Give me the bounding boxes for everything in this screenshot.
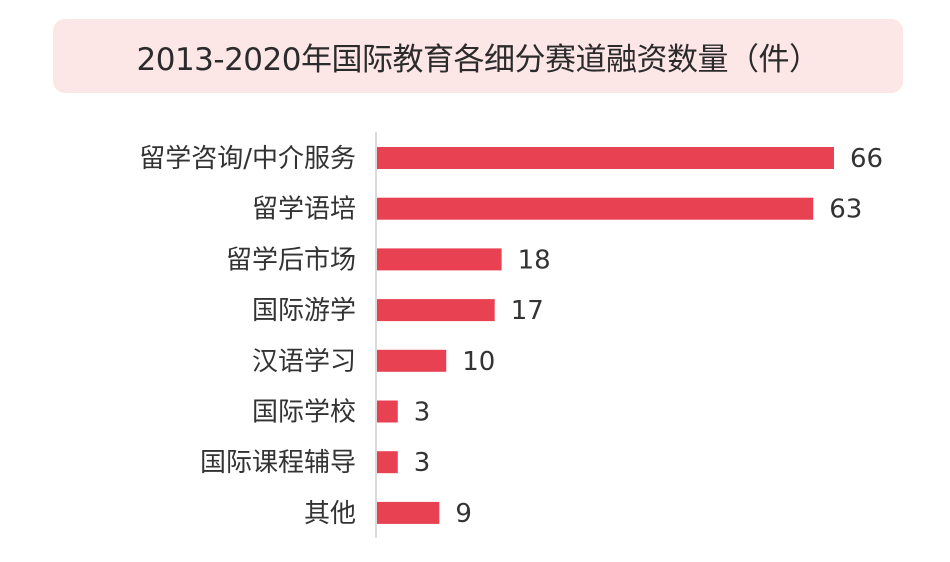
value-label-1: 66 (850, 144, 883, 174)
chart-title-box: 2013-2020年国际教育各细分赛道融资数量（件） (53, 19, 903, 93)
category-label-1: 留学咨询/中介服务 (139, 144, 356, 174)
bar-3 (377, 248, 502, 271)
value-label-5: 10 (462, 347, 495, 377)
category-label-3: 留学后市场 (226, 245, 356, 275)
value-label-6: 3 (414, 398, 431, 428)
bars-group: 留学咨询/中介服务 66 留学语培 63 留学后市场 18 国际游学 17 汉语学习 10 国际学校… (139, 144, 883, 529)
bar-1 (377, 147, 834, 169)
value-label-3: 18 (518, 245, 551, 275)
value-label-8: 9 (455, 499, 472, 529)
category-label-4: 国际游学 (252, 296, 356, 326)
chart-title: 2013-2020年国际教育各细分赛道融资数量（件） (136, 41, 820, 78)
bar-7 (377, 451, 398, 474)
value-label-7: 3 (414, 448, 431, 478)
category-label-7: 国际课程辅导 (200, 448, 356, 478)
category-label-8: 其他 (304, 499, 356, 529)
bar-5 (377, 349, 447, 372)
category-label-6: 国际学校 (252, 398, 356, 428)
bar-8 (377, 501, 440, 524)
category-label-2: 留学语培 (252, 195, 356, 225)
bar-6 (377, 400, 398, 423)
bar-4 (377, 299, 495, 322)
value-label-4: 17 (511, 296, 544, 326)
category-label-5: 汉语学习 (252, 347, 356, 377)
value-label-2: 63 (829, 195, 862, 225)
bar-2 (377, 197, 814, 220)
